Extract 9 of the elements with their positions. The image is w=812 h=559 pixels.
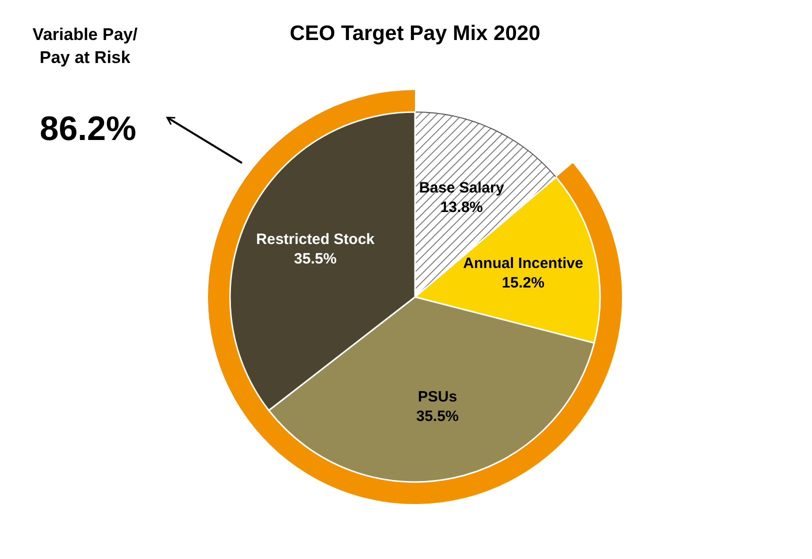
- text: 86.2%: [40, 110, 136, 148]
- slice-label: Restricted Stock: [256, 231, 376, 248]
- data-label: 35.5%: [416, 408, 459, 426]
- text: Variable Pay/ Pay at Risk: [32, 25, 138, 67]
- data-label: 35.5%: [294, 250, 337, 268]
- data-label: 15.2%: [502, 274, 544, 292]
- slice-label: Annual Incentive: [463, 255, 584, 272]
- slice-label: PSUs: [418, 388, 458, 406]
- chart-title: CEO Target Pay Mix 2020: [290, 22, 540, 45]
